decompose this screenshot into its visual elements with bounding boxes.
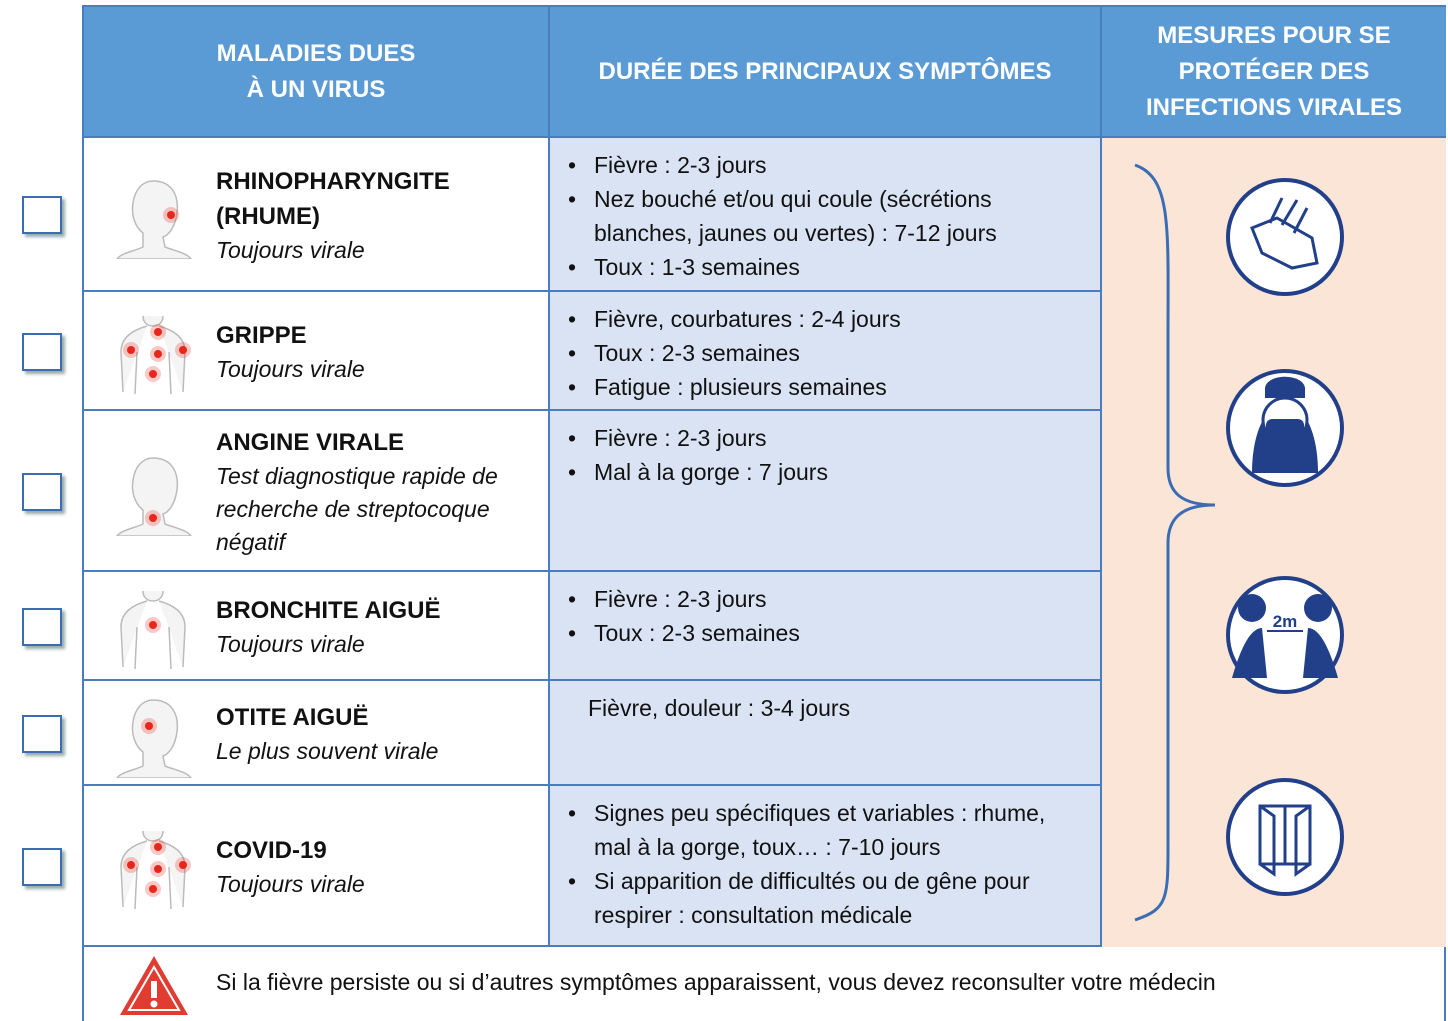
symptom-cell: Signes peu spécifiques et variables : rh… [550, 786, 1102, 947]
disease-name: ANGINE VIRALE [216, 428, 405, 456]
body-figure [116, 456, 192, 536]
checkbox[interactable] [22, 472, 62, 511]
disease-name: RHINOPHARYNGITE (RHUME) [216, 167, 450, 230]
symptom: Nez bouché et/ou qui coule (sécrétions b… [568, 182, 1080, 250]
symptom-cell: Fièvre, courbatures : 2-4 joursToux : 2-… [550, 292, 1102, 411]
symptom: Mal à la gorge : 7 jours [568, 455, 1080, 489]
checkbox[interactable] [22, 332, 62, 371]
disease-note: Test diagnostique rapide de recherche de… [216, 462, 498, 555]
name-cell [82, 292, 550, 411]
symptom-list: Fièvre : 2-3 joursMal à la gorge : 7 jou… [568, 421, 1080, 489]
name-cell [82, 411, 550, 572]
symptom-cell: Fièvre : 2-3 joursToux : 2-3 semaines [550, 572, 1102, 681]
checkbox[interactable] [22, 607, 62, 646]
symptom-cell: Fièvre, douleur : 3-4 jours [550, 681, 1102, 786]
symptom: Fièvre : 2-3 jours [568, 148, 1080, 182]
disease-note: Toujours virale [216, 236, 365, 263]
header-cell: MESURES POUR SE PROTÉGER DES INFECTIONS … [1102, 5, 1446, 138]
disease-note: Le plus souvent virale [216, 737, 439, 764]
disease-name: GRIPPE [216, 321, 307, 349]
brace [1134, 163, 1216, 922]
symptom-cell: Fièvre : 2-3 joursNez bouché et/ou qui c… [550, 138, 1102, 292]
disease-note: Toujours virale [216, 630, 365, 657]
body-figure [120, 830, 191, 909]
measures-column: 2m [1102, 138, 1446, 947]
symptom-list: Fièvre, courbatures : 2-4 joursToux : 2-… [568, 302, 1080, 404]
symptom-list: Fièvre : 2-3 joursToux : 2-3 semaines [568, 582, 1080, 650]
symptom: Si apparition de difficultés ou de gêne … [568, 864, 1080, 932]
icon-circles [1226, 178, 1344, 896]
symptom: Toux : 1-3 semaines [568, 250, 1080, 284]
header-cell: MALADIES DUES À UN VIRUS [82, 5, 550, 138]
disease: RHINOPHARYNGITE (RHUME) Toujours virale [216, 138, 516, 292]
disease-name: BRONCHITE AIGUË [216, 596, 441, 624]
checkbox[interactable] [22, 196, 62, 234]
disease-note: Toujours virale [216, 355, 365, 382]
hand-wash-icon [1250, 197, 1319, 270]
symptom: Toux : 2-3 semaines [568, 616, 1080, 650]
body-figure [116, 180, 192, 259]
disease: GRIPPE Toujours virale [216, 292, 516, 411]
symptom-list: Fièvre : 2-3 joursNez bouché et/ou qui c… [568, 148, 1080, 284]
warning-icon [120, 956, 188, 1015]
footer: Si la fièvre persiste ou si d’autres sym… [82, 947, 1446, 1021]
symptom-cell: Fièvre : 2-3 joursMal à la gorge : 7 jou… [550, 411, 1102, 572]
disease-note: Toujours virale [216, 870, 365, 897]
symptom: Fièvre, douleur : 3-4 jours [588, 695, 851, 721]
distance-icon: 2m [1232, 594, 1338, 678]
symptom: Fièvre : 2-3 jours [568, 582, 1080, 616]
name-cell [82, 138, 550, 292]
symptom: Fatigue : plusieurs semaines [568, 370, 1080, 404]
disease-name: COVID-19 [216, 836, 327, 864]
ventilation-icon [1258, 804, 1312, 877]
disease: BRONCHITE AIGUË Toujours virale [216, 572, 516, 681]
disease: ANGINE VIRALE Test diagnostique rapide de… [216, 411, 516, 572]
measure-icons: 2m [1134, 163, 1344, 922]
mask-icon [1252, 376, 1318, 473]
distance-label: 2m [1273, 612, 1298, 631]
symptom: Fièvre : 2-3 jours [568, 421, 1080, 455]
warning-text: Si la fièvre persiste ou si d’autres sym… [216, 969, 1216, 995]
name-cell [82, 786, 550, 947]
body-figure [120, 590, 186, 669]
symptom-list: Signes peu spécifiques et variables : rh… [568, 796, 1080, 932]
symptom: Toux : 2-3 semaines [568, 336, 1080, 370]
symptom: Signes peu spécifiques et variables : rh… [568, 796, 1080, 864]
body-figure [120, 315, 191, 394]
name-cell [82, 681, 550, 786]
symptom: Fièvre, courbatures : 2-4 jours [568, 302, 1080, 336]
disease-name: OTITE AIGUË [216, 703, 369, 731]
header-cell: DURÉE DES PRINCIPAUX SYMPTÔMES [550, 5, 1102, 138]
name-cell [82, 572, 550, 681]
disease: COVID-19 Toujours virale [216, 786, 516, 947]
checkbox[interactable] [22, 847, 62, 886]
checkbox[interactable] [22, 714, 62, 753]
body-figure [116, 698, 192, 778]
disease: OTITE AIGUË Le plus souvent virale [216, 681, 516, 786]
